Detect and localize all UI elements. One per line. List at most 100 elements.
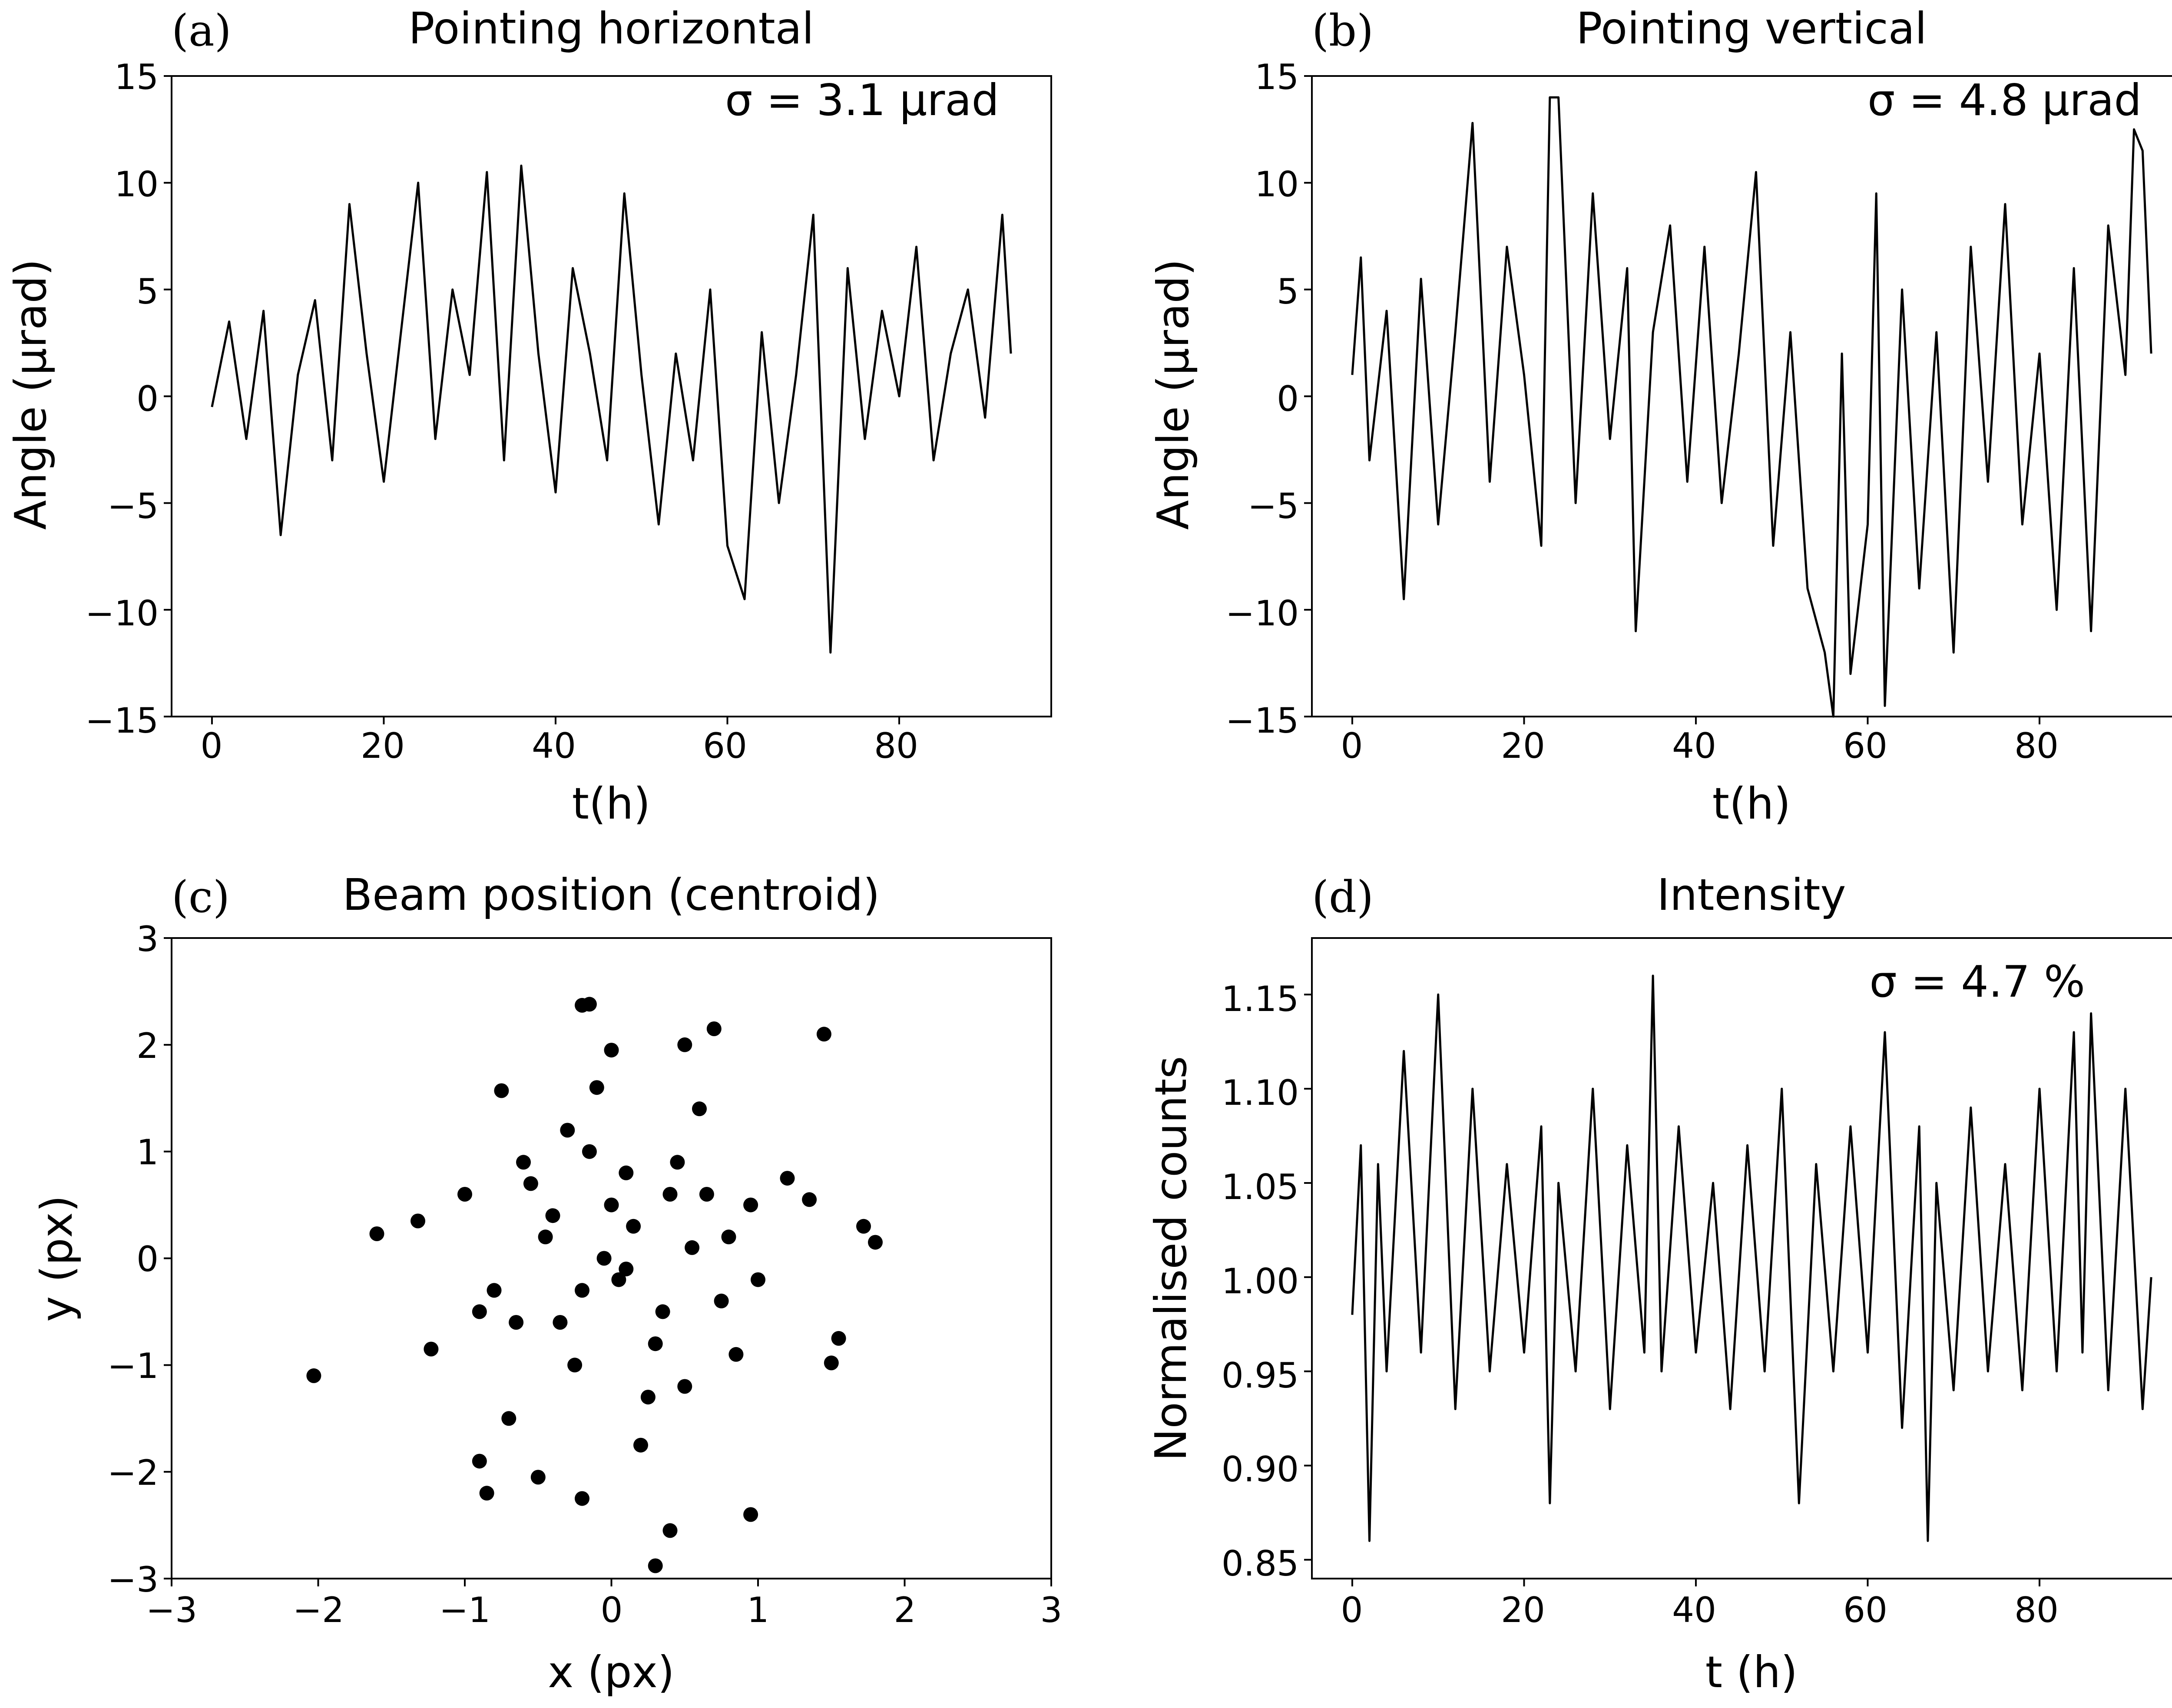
y-tick-label: −10 bbox=[1225, 593, 1299, 634]
x-tick-label: 20 bbox=[361, 726, 405, 766]
scatter-point bbox=[411, 1213, 425, 1229]
y-tick-label: 5 bbox=[1277, 271, 1299, 312]
scatter-point bbox=[369, 1226, 384, 1241]
series-line bbox=[1351, 96, 2152, 718]
sigma-annotation: σ = 4.8 μrad bbox=[1867, 75, 2142, 126]
series-line bbox=[1351, 975, 2152, 1542]
x-tick-label: −1 bbox=[439, 1590, 490, 1630]
panel-letter: (c) bbox=[172, 872, 230, 922]
scatter-point bbox=[868, 1235, 883, 1250]
y-axis-label: Angle (μrad) bbox=[1148, 259, 1199, 530]
scatter-point bbox=[816, 1027, 831, 1042]
x-tick-label: 3 bbox=[1040, 1590, 1063, 1630]
scatter-point bbox=[457, 1187, 472, 1202]
scatter-point bbox=[831, 1331, 846, 1346]
y-tick-label: −15 bbox=[1225, 700, 1299, 741]
scatter-point bbox=[721, 1229, 736, 1245]
scatter-point bbox=[619, 1262, 634, 1277]
x-ticks: −3 −2 −1 0 1 2 3 bbox=[146, 1590, 1062, 1630]
scatter-point bbox=[824, 1355, 839, 1371]
scatter-point bbox=[604, 1197, 619, 1212]
y-tick-label: −5 bbox=[1248, 486, 1299, 526]
scatter-point bbox=[494, 1083, 509, 1098]
scatter-point bbox=[589, 1080, 604, 1095]
sigma-annotation: σ = 3.1 μrad bbox=[725, 75, 999, 126]
scatter-point bbox=[670, 1155, 685, 1170]
scatter-point bbox=[516, 1155, 531, 1170]
y-tick-label: 0.90 bbox=[1222, 1449, 1299, 1490]
y-tick-label: 0 bbox=[136, 379, 159, 419]
scatter-point bbox=[662, 1523, 678, 1538]
scatter-point bbox=[780, 1171, 795, 1186]
x-tick-label: 40 bbox=[1672, 726, 1716, 766]
scatter-point bbox=[306, 1368, 321, 1383]
x-tick-label: 60 bbox=[1843, 726, 1887, 766]
scatter-point bbox=[751, 1272, 765, 1287]
y-tick-label: 0 bbox=[1277, 379, 1299, 419]
y-tick-label: −2 bbox=[107, 1453, 159, 1493]
y-ticks: 15 10 5 0 −5 −10 −15 bbox=[85, 57, 159, 741]
x-tick-label: 20 bbox=[1501, 726, 1545, 766]
scatter-point bbox=[509, 1315, 524, 1330]
scatter-point bbox=[619, 1165, 634, 1180]
scatter-point bbox=[582, 997, 597, 1012]
plot-title: Pointing horizontal bbox=[408, 3, 814, 54]
y-tick-label: −3 bbox=[107, 1559, 159, 1600]
scatter-point bbox=[743, 1507, 758, 1522]
y-ticks: 1.15 1.10 1.05 1.00 0.95 0.90 0.85 bbox=[1222, 979, 1299, 1584]
scatter-point bbox=[560, 1123, 575, 1138]
x-ticks: 0 20 40 60 80 bbox=[1341, 726, 2059, 766]
plot-frame bbox=[1311, 937, 2172, 1579]
scatter-point bbox=[633, 1437, 648, 1453]
x-tick-label: 0 bbox=[1341, 726, 1363, 766]
y-tick-label: −15 bbox=[85, 700, 159, 741]
y-tick-label: 0 bbox=[136, 1239, 159, 1279]
scatter-point bbox=[582, 1144, 597, 1159]
y-tick-label: −1 bbox=[107, 1346, 159, 1386]
panel-d: (d) Intensity Normalised counts t (h) σ … bbox=[1146, 869, 2172, 1698]
x-axis-label: t(h) bbox=[572, 778, 651, 829]
scatter-point bbox=[424, 1341, 439, 1357]
y-tick-label: 15 bbox=[1255, 57, 1299, 97]
scatter-point bbox=[655, 1304, 670, 1319]
x-tick-label: 40 bbox=[1672, 1590, 1716, 1630]
x-tick-label: 80 bbox=[2014, 1590, 2059, 1630]
scatter-point bbox=[479, 1486, 494, 1501]
scatter-point bbox=[714, 1293, 729, 1308]
x-axis-label: t (h) bbox=[1705, 1647, 1798, 1698]
y-tick-label: 10 bbox=[114, 164, 159, 205]
y-tick-label: 1.00 bbox=[1222, 1261, 1299, 1302]
y-tick-label: −5 bbox=[107, 486, 159, 526]
x-tick-label: 80 bbox=[2014, 726, 2059, 766]
x-axis-label: t(h) bbox=[1712, 778, 1791, 829]
x-axis-label: x (px) bbox=[548, 1647, 675, 1698]
scatter-point bbox=[648, 1336, 663, 1351]
scatter-point bbox=[567, 1358, 583, 1373]
scatter-point bbox=[648, 1558, 663, 1573]
series-line bbox=[211, 165, 1012, 654]
x-tick-label: 0 bbox=[201, 726, 223, 766]
scatter-point bbox=[501, 1411, 517, 1426]
scatter-point bbox=[611, 1272, 626, 1287]
panel-letter: (a) bbox=[172, 5, 232, 56]
scatter-point bbox=[575, 1283, 589, 1298]
y-axis-label: Normalised counts bbox=[1146, 1056, 1196, 1461]
y-axis-label: Angle (μrad) bbox=[5, 259, 56, 530]
y-ticks: 15 10 5 0 −5 −10 −15 bbox=[1225, 57, 1299, 741]
scatter-point bbox=[575, 1491, 589, 1506]
scatter-point bbox=[699, 1187, 714, 1202]
x-tick-label: 20 bbox=[1501, 1590, 1545, 1630]
x-tick-label: 0 bbox=[601, 1590, 623, 1630]
scatter-point bbox=[662, 1187, 678, 1202]
panel-b: (b) Pointing vertical Angle (μrad) t(h) … bbox=[1148, 3, 2172, 829]
y-tick-label: 1.10 bbox=[1222, 1073, 1299, 1113]
y-tick-label: −10 bbox=[85, 593, 159, 634]
plot-marks bbox=[164, 75, 2152, 1586]
panel-letter: (d) bbox=[1312, 872, 1374, 922]
x-tick-label: 60 bbox=[1843, 1590, 1887, 1630]
scatter-point bbox=[596, 1251, 612, 1266]
panel-c: (c) Beam position (centroid) y (px) x (p… bbox=[31, 869, 1062, 1698]
scatter-point bbox=[677, 1379, 692, 1394]
plot-title: Pointing vertical bbox=[1576, 3, 1927, 54]
